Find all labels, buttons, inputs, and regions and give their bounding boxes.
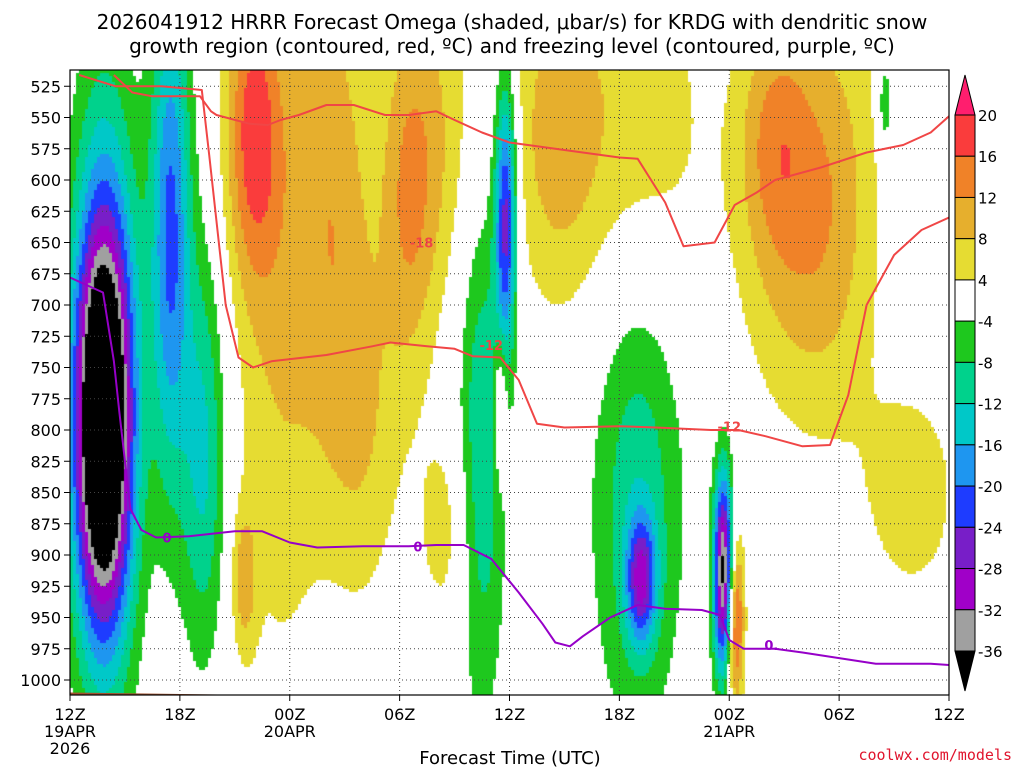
dgz-lower-contour [113, 74, 949, 248]
plot-area: -18 -12 -12 0 0 0. [69, 69, 950, 696]
colorbar-bin-7 [954, 403, 976, 446]
x-tick-label-48: 12Z [933, 705, 964, 724]
colorbar-bin-3 [954, 238, 976, 281]
colorbar-label-9: -20 [978, 478, 1003, 496]
x-date-label-12: 20APR [264, 722, 316, 741]
y-tick-label-1000: 1000 [20, 671, 61, 690]
chart-title-line2: growth region (contoured, red, ºC) and f… [129, 34, 895, 58]
colorbar-bin-0 [954, 114, 976, 157]
y-tick-label-675: 675 [30, 265, 61, 284]
colorbar-bin-2 [954, 196, 976, 240]
colorbar-label-2: 12 [978, 189, 997, 207]
pressure-axis: 525 550 575 600 625 650 675 700 725 750 775 800 825 8… [20, 77, 70, 690]
y-tick-label-625: 625 [30, 202, 61, 221]
freezing-level-contours: 0 0 0. [70, 276, 949, 666]
x-date-label-36: 21APR [703, 722, 755, 741]
freezing-contour-label-1: 0 [413, 540, 422, 555]
colorbar-bin-4 [954, 279, 976, 322]
credit-text[interactable]: coolwx.com/models [858, 746, 1012, 764]
colorbar-label-8: -16 [978, 437, 1003, 455]
colorbar-label-4: 4 [978, 272, 988, 290]
colorbar-bin-8 [954, 444, 976, 487]
y-tick-label-775: 775 [30, 390, 61, 409]
colorbar-label-13: -36 [978, 643, 1003, 661]
y-tick-label-650: 650 [30, 234, 61, 253]
colorbar-bin-9 [954, 485, 976, 528]
colorbar-label-5: -4 [978, 313, 993, 331]
y-tick-label-525: 525 [30, 77, 61, 96]
y-tick-label-550: 550 [30, 109, 61, 128]
y-tick-label-800: 800 [30, 421, 61, 440]
y-tick-label-975: 975 [30, 640, 61, 659]
grid [70, 70, 949, 695]
colorbar-bin-10 [954, 526, 976, 570]
dgz-contour-label-1: -12 [479, 339, 503, 354]
x-tick-label-12: 00Z [274, 705, 305, 724]
x-tick-label-36: 00Z [714, 705, 745, 724]
x-tick-label-30: 18Z [604, 705, 635, 724]
colorbar-bin-1 [954, 155, 976, 198]
dgz-upper-contour [78, 74, 949, 448]
dgz-contour-label-0: -18 [410, 237, 434, 252]
colorbar-bin-12 [954, 609, 976, 652]
chart-title-line1: 2026041912 HRRR Forecast Omega (shaded, … [97, 10, 928, 34]
colorbar-label-6: -8 [978, 354, 993, 372]
colorbar-bin-5 [954, 320, 976, 363]
freezing-contour-label-2: 0. [764, 639, 778, 654]
y-tick-label-900: 900 [30, 546, 61, 565]
colorbar-bin-11 [954, 568, 976, 611]
colorbar-label-11: -28 [978, 561, 1003, 579]
y-tick-label-725: 725 [30, 327, 61, 346]
y-tick-label-700: 700 [30, 296, 61, 315]
colorbar-top-arrow [954, 74, 976, 116]
x-tick-label-24: 12Z [494, 705, 525, 724]
x-year-label-0: 2026 [50, 739, 91, 758]
colorbar-label-1: 16 [978, 148, 997, 166]
freezing-level-contour [70, 276, 949, 666]
y-tick-label-575: 575 [30, 140, 61, 159]
y-tick-label-925: 925 [30, 577, 61, 596]
x-tick-label-18: 06Z [384, 705, 415, 724]
y-tick-label-750: 750 [30, 359, 61, 378]
colorbar-bin-6 [954, 361, 976, 405]
colorbar-label-12: -32 [978, 602, 1003, 620]
x-tick-label-6: 18Z [164, 705, 195, 724]
colorbar-label-10: -24 [978, 519, 1003, 537]
x-tick-label-0: 12Z [54, 705, 85, 724]
y-tick-label-950: 950 [30, 609, 61, 628]
y-tick-label-850: 850 [30, 484, 61, 503]
colorbar-bottom-arrow [954, 650, 976, 692]
x-axis-label: Forecast Time (UTC) [419, 748, 600, 768]
x-tick-label-42: 06Z [823, 705, 854, 724]
colorbar-label-3: 8 [978, 231, 988, 249]
x-date-label-0: 19APR [44, 722, 96, 741]
freezing-contour-label-0: 0 [163, 532, 172, 547]
dendritic-growth-contours: -18 -12 -12 [78, 74, 949, 448]
dgz-contour-label-2: -12 [718, 420, 742, 435]
y-tick-label-600: 600 [30, 171, 61, 190]
colorbar-label-7: -12 [978, 396, 1003, 414]
colorbar-label-0: 20 [978, 107, 997, 125]
y-tick-label-875: 875 [30, 515, 61, 534]
y-tick-label-825: 825 [30, 452, 61, 471]
omega-colorbar: 20 16 12 8 4 -4 -8 -12 -16 -20 -24 -28 -32 -36 [954, 74, 1003, 692]
